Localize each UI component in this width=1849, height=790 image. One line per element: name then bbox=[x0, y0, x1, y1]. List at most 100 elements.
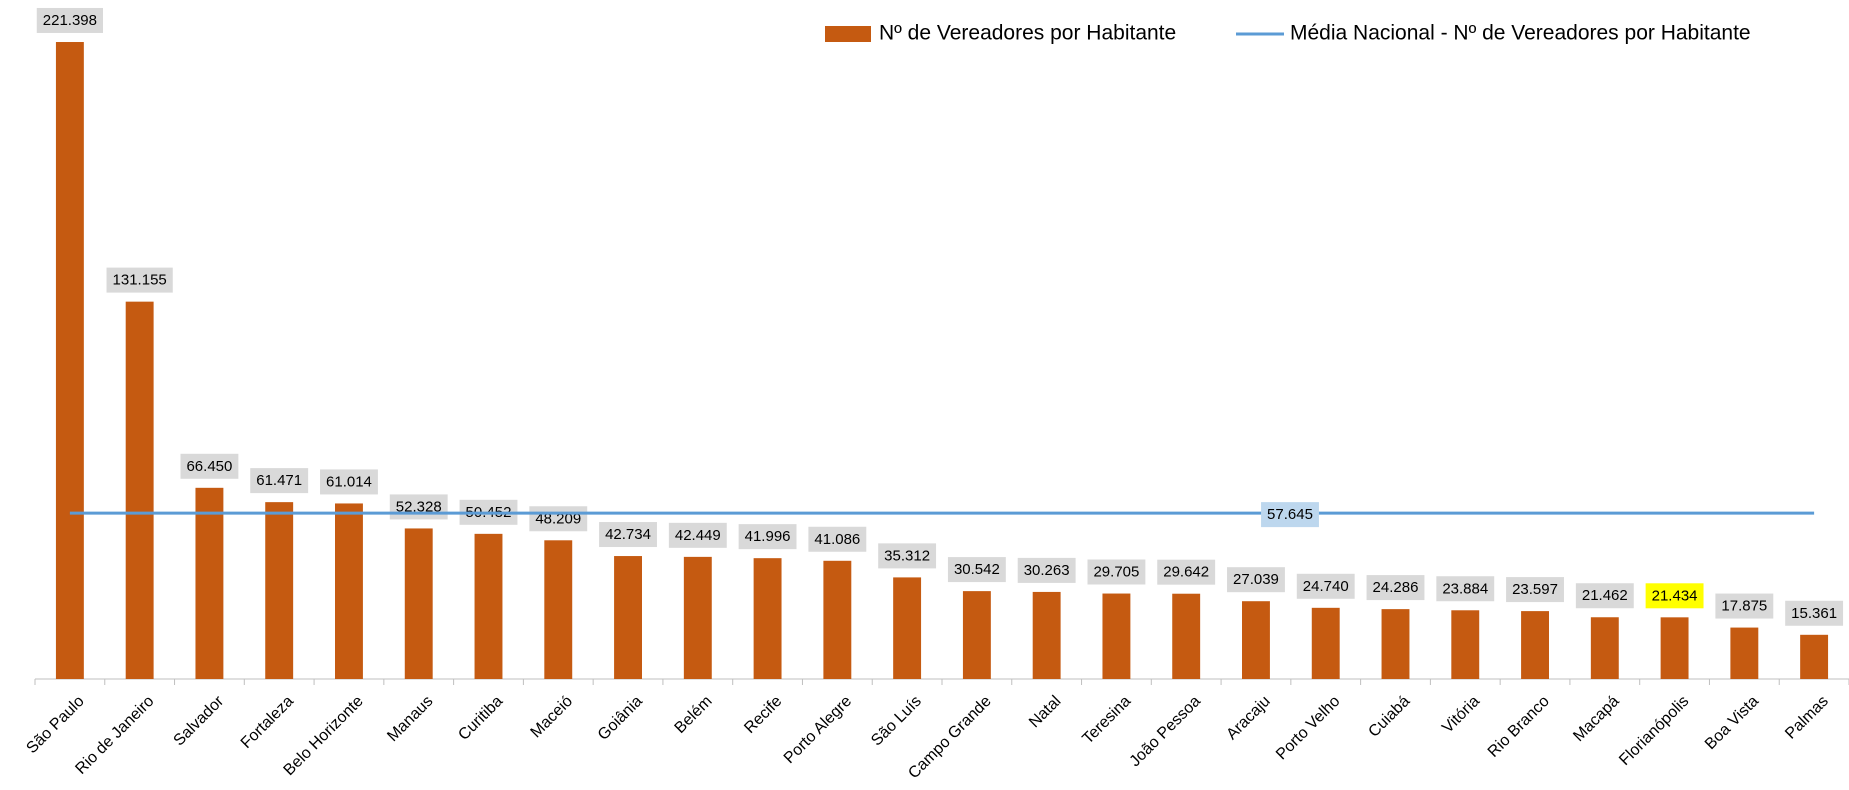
value-label: 41.996 bbox=[745, 528, 791, 545]
value-label: 21.462 bbox=[1582, 587, 1628, 604]
value-label-bg bbox=[1261, 502, 1319, 528]
bar bbox=[544, 540, 573, 679]
value-label: 30.542 bbox=[954, 561, 1000, 578]
value-label-bg bbox=[1785, 600, 1844, 626]
value-label: 221.398 bbox=[43, 12, 97, 29]
x-tick-label: Aracaju bbox=[1223, 693, 1273, 743]
x-tick-label: Curitiba bbox=[455, 693, 506, 744]
value-label: 23.884 bbox=[1442, 580, 1488, 597]
x-tick-label: Rio Branco bbox=[1485, 693, 1553, 761]
value-label: 29.642 bbox=[1163, 564, 1209, 581]
x-tick-label: Florianópolis bbox=[1616, 693, 1692, 769]
bar bbox=[683, 556, 712, 679]
value-label: 61.014 bbox=[326, 473, 372, 490]
value-label: 24.740 bbox=[1303, 578, 1349, 595]
value-label: 21.434 bbox=[1652, 587, 1698, 604]
x-tick-label: Cuiabá bbox=[1365, 693, 1413, 741]
value-label-bg bbox=[180, 453, 239, 479]
value-label-bg bbox=[529, 506, 588, 532]
value-label-bg bbox=[1087, 559, 1146, 585]
value-label-bg bbox=[808, 526, 867, 552]
x-tick-label: Belém bbox=[672, 693, 716, 737]
x-tick-label: Boa Vista bbox=[1702, 693, 1762, 753]
mean-label: 57.645 bbox=[1267, 506, 1313, 523]
x-tick-label: Fortaleza bbox=[238, 693, 297, 752]
x-tick-label: São Luís bbox=[868, 693, 925, 750]
value-label: 24.286 bbox=[1373, 579, 1419, 596]
x-tick-label: Palmas bbox=[1782, 693, 1832, 743]
x-tick-label: São Paulo bbox=[23, 693, 87, 757]
value-label: 66.450 bbox=[186, 458, 232, 475]
bar bbox=[1590, 617, 1619, 679]
value-label-bg bbox=[106, 267, 173, 293]
bar bbox=[335, 503, 363, 679]
bar bbox=[125, 301, 154, 679]
value-label: 15.361 bbox=[1791, 605, 1837, 622]
x-tick-label: Goiânia bbox=[595, 693, 646, 744]
x-tick-label: Recife bbox=[741, 693, 785, 737]
value-label-bg bbox=[1575, 583, 1634, 609]
x-tick-label: Natal bbox=[1026, 693, 1064, 731]
value-label-bg bbox=[668, 522, 727, 548]
value-label-bg bbox=[389, 494, 448, 520]
value-label-bg bbox=[1645, 583, 1704, 609]
legend-label: Nº de Vereadores por Habitante bbox=[879, 22, 1176, 45]
bar bbox=[1800, 634, 1829, 679]
bar bbox=[1242, 601, 1270, 679]
legend-label: Média Nacional - Nº de Vereadores por Ha… bbox=[1290, 22, 1751, 45]
value-label: 52.328 bbox=[396, 498, 442, 515]
bar bbox=[55, 42, 84, 679]
value-label-bg bbox=[947, 557, 1006, 583]
bar bbox=[1172, 593, 1201, 679]
bar bbox=[1102, 593, 1131, 679]
x-tick-label: Maceió bbox=[528, 693, 577, 742]
x-tick-label: Porto Alegre bbox=[781, 693, 855, 767]
x-tick-label: Vitória bbox=[1439, 693, 1483, 737]
x-tick-label: Salvador bbox=[171, 692, 228, 749]
x-tick-label: Porto Velho bbox=[1273, 693, 1344, 764]
bar bbox=[1660, 617, 1689, 679]
value-label-bg bbox=[250, 468, 309, 494]
value-label: 27.039 bbox=[1233, 571, 1279, 588]
value-label: 42.734 bbox=[605, 526, 651, 543]
value-label-bg bbox=[1157, 559, 1216, 585]
value-label-bg bbox=[1017, 557, 1076, 583]
value-label: 17.875 bbox=[1721, 598, 1767, 615]
value-label-bg bbox=[1506, 577, 1564, 603]
value-label-bg bbox=[738, 524, 797, 550]
bar bbox=[474, 533, 503, 679]
bar bbox=[265, 502, 294, 679]
bar bbox=[1521, 611, 1549, 679]
bar bbox=[893, 577, 922, 679]
bar bbox=[823, 560, 852, 679]
bar bbox=[1032, 591, 1061, 679]
value-label-bg bbox=[36, 7, 104, 33]
x-tick-label: João Pessoa bbox=[1127, 693, 1205, 771]
value-label-bg bbox=[320, 469, 378, 495]
bar bbox=[1451, 610, 1480, 679]
value-label: 41.086 bbox=[814, 531, 860, 548]
x-tick-label: Macapá bbox=[1570, 693, 1622, 745]
value-label: 30.263 bbox=[1024, 562, 1070, 579]
value-label-bg bbox=[599, 522, 657, 548]
x-tick-label: Manaus bbox=[384, 693, 436, 745]
value-label: 61.471 bbox=[256, 472, 302, 489]
legend-swatch bbox=[825, 26, 871, 42]
bar bbox=[195, 487, 224, 679]
bar bbox=[404, 528, 433, 679]
value-label: 29.705 bbox=[1093, 564, 1139, 581]
bar bbox=[614, 556, 642, 679]
value-label-bg bbox=[1227, 567, 1285, 593]
value-label: 42.449 bbox=[675, 527, 721, 544]
value-label: 35.312 bbox=[884, 547, 930, 564]
bar bbox=[1311, 607, 1340, 679]
value-label-bg bbox=[1715, 593, 1774, 619]
bar bbox=[753, 558, 782, 679]
value-label-bg bbox=[878, 543, 937, 569]
value-label-bg bbox=[1296, 573, 1355, 599]
bar bbox=[962, 591, 991, 679]
value-label-bg bbox=[1366, 575, 1425, 601]
value-label: 23.597 bbox=[1512, 581, 1558, 598]
x-tick-label: Teresina bbox=[1079, 693, 1134, 748]
